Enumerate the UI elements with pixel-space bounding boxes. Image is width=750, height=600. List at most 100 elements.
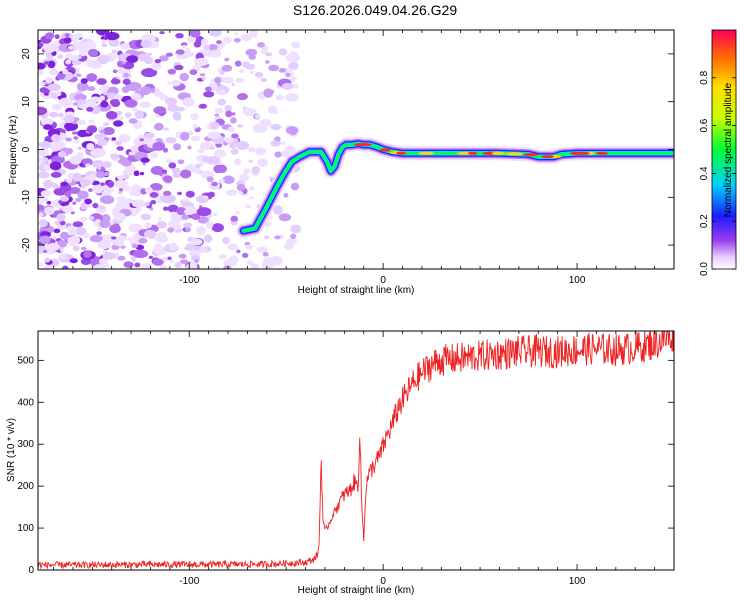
trace-peak bbox=[379, 148, 391, 152]
bottom-ylabel: SNR (10 * v/v) bbox=[6, 418, 17, 482]
noise-speckle bbox=[43, 44, 56, 53]
noise-speckle bbox=[200, 38, 208, 46]
noise-speckle bbox=[261, 261, 275, 269]
noise-speckle bbox=[97, 54, 111, 64]
noise-speckle bbox=[230, 148, 239, 155]
noise-speckle bbox=[210, 121, 218, 130]
noise-speckle bbox=[273, 205, 283, 215]
noise-speckle bbox=[188, 51, 195, 57]
noise-speckle bbox=[250, 263, 260, 269]
noise-speckle bbox=[74, 197, 82, 202]
noise-speckle bbox=[162, 175, 173, 183]
noise-speckle bbox=[38, 42, 44, 47]
noise-speckle bbox=[206, 176, 214, 183]
noise-speckle bbox=[172, 173, 181, 178]
noise-speckle bbox=[59, 247, 65, 253]
noise-speckle bbox=[69, 186, 81, 195]
noise-speckle bbox=[99, 205, 105, 210]
noise-speckle bbox=[96, 78, 107, 85]
noise-speckle bbox=[159, 94, 168, 101]
noise-speckle bbox=[208, 191, 215, 198]
noise-speckle bbox=[140, 85, 152, 96]
noise-speckle bbox=[61, 143, 67, 148]
noise-speckle bbox=[138, 238, 148, 244]
noise-speckle bbox=[182, 97, 195, 107]
noise-speckle bbox=[290, 224, 302, 234]
noise-speckle bbox=[226, 189, 238, 196]
noise-speckle bbox=[150, 152, 159, 159]
noise-speckle bbox=[177, 191, 183, 196]
noise-speckle bbox=[60, 195, 70, 202]
noise-speckle bbox=[173, 112, 182, 121]
noise-speckle bbox=[148, 255, 154, 259]
bottom-ytick-label: 500 bbox=[17, 355, 34, 366]
noise-speckle bbox=[76, 32, 83, 39]
noise-speckle bbox=[102, 127, 115, 136]
noise-speckle bbox=[177, 159, 185, 165]
noise-speckle bbox=[165, 136, 177, 144]
noise-speckle bbox=[40, 190, 51, 197]
noise-speckle bbox=[165, 158, 172, 164]
noise-speckle bbox=[48, 68, 60, 76]
noise-speckle bbox=[248, 30, 258, 37]
noise-speckle bbox=[167, 227, 175, 233]
noise-speckle bbox=[184, 246, 192, 251]
noise-speckle bbox=[257, 158, 268, 167]
noise-speckle bbox=[139, 138, 145, 142]
trace-peak bbox=[510, 152, 523, 156]
noise-speckle bbox=[260, 77, 267, 83]
noise-speckle bbox=[69, 258, 78, 264]
noise-speckle bbox=[292, 83, 299, 89]
noise-speckle bbox=[222, 236, 230, 245]
noise-speckle bbox=[152, 141, 166, 151]
noise-speckle bbox=[38, 157, 44, 164]
noise-speckle bbox=[205, 155, 221, 165]
noise-speckle bbox=[118, 159, 125, 164]
noise-speckle bbox=[140, 39, 152, 48]
noise-speckle bbox=[45, 76, 53, 84]
noise-speckle bbox=[228, 255, 239, 265]
noise-speckle bbox=[141, 263, 153, 269]
noise-speckle bbox=[217, 98, 226, 106]
noise-speckle bbox=[51, 103, 62, 111]
noise-speckle bbox=[88, 48, 99, 58]
noise-speckle bbox=[43, 92, 49, 96]
noise-speckle bbox=[254, 71, 264, 78]
noise-speckle bbox=[165, 52, 174, 57]
noise-speckle bbox=[265, 60, 270, 64]
noise-speckle bbox=[115, 241, 125, 247]
noise-speckle bbox=[43, 124, 53, 131]
noise-speckle bbox=[278, 48, 288, 56]
noise-speckle bbox=[248, 186, 255, 191]
noise-speckle bbox=[58, 253, 67, 260]
noise-speckle bbox=[59, 220, 66, 226]
noise-speckle bbox=[38, 62, 46, 70]
noise-speckle bbox=[70, 211, 75, 215]
noise-speckle bbox=[38, 81, 46, 86]
noise-speckle bbox=[48, 111, 59, 118]
noise-speckle bbox=[67, 45, 74, 50]
noise-speckle bbox=[248, 159, 253, 164]
noise-speckle bbox=[148, 233, 156, 239]
noise-speckle bbox=[85, 59, 97, 68]
noise-speckle bbox=[180, 131, 190, 141]
noise-speckle bbox=[73, 136, 79, 140]
noise-speckle bbox=[54, 34, 60, 40]
noise-speckle bbox=[245, 244, 254, 250]
noise-speckle bbox=[229, 143, 237, 149]
noise-speckle bbox=[102, 90, 108, 96]
noise-speckle bbox=[229, 138, 235, 143]
noise-speckle bbox=[105, 110, 118, 120]
noise-speckle bbox=[174, 64, 184, 71]
noise-speckle bbox=[92, 184, 104, 194]
noise-speckle bbox=[80, 78, 88, 84]
noise-speckle bbox=[189, 30, 201, 38]
noise-speckle bbox=[190, 113, 199, 121]
noise-speckle bbox=[128, 118, 138, 124]
noise-speckle bbox=[116, 196, 127, 202]
noise-speckle bbox=[181, 214, 190, 220]
noise-speckle bbox=[189, 69, 198, 76]
noise-speckle bbox=[99, 129, 106, 134]
noise-speckle bbox=[283, 193, 289, 198]
